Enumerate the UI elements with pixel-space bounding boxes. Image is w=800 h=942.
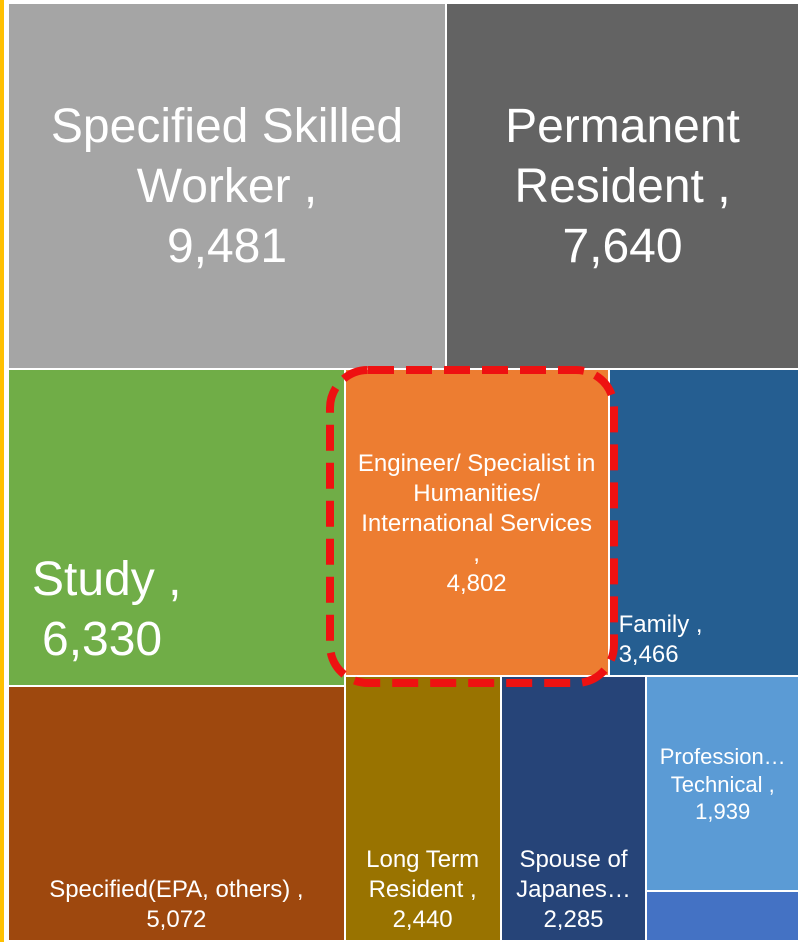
value-label: 7,640: [562, 219, 683, 273]
category-name: Study ,: [32, 553, 182, 607]
value-label: 2,285: [543, 905, 604, 933]
tile: [608, 368, 799, 677]
tile: [8, 3, 447, 369]
tile-label: Specified(EPA, others) , 5,072: [8, 686, 345, 941]
category-name: Engineer/ Specialist in Humanities/ Inte…: [357, 449, 596, 567]
value-label: 3,466: [618, 641, 679, 669]
tile: [8, 686, 345, 941]
tile-label: Spouse of Japanes… 2,285: [501, 676, 647, 941]
value-label: 6,330: [42, 613, 163, 667]
value-label: 2,440: [392, 905, 453, 933]
tile-label: Engineer/ Specialist in Humanities/ Inte…: [345, 369, 609, 677]
tile-label: Family , 3,466: [609, 369, 799, 677]
edge-stripe: [0, 0, 4, 942]
category-name: Profession… Technical ,: [659, 744, 786, 797]
tile: [344, 676, 501, 941]
tile: [500, 676, 647, 941]
tile: [446, 3, 799, 369]
category-name: Specified(EPA, others) ,: [49, 875, 304, 903]
tile-label: Study , 6,330: [8, 369, 345, 687]
category-name: Permanent Resident ,: [505, 99, 740, 213]
tile-label: Specified Skilled Worker , 9,481: [8, 3, 446, 369]
value-label: 5,072: [146, 905, 207, 933]
category-name: Long Term Resident ,: [366, 845, 480, 903]
tile: [8, 368, 345, 687]
category-name: Family ,: [618, 611, 703, 639]
value-label: 4,802: [446, 569, 507, 597]
value-label: 9,481: [166, 219, 288, 273]
category-name: Spouse of Japanes…: [516, 845, 631, 903]
category-name: Specified Skilled Worker ,: [50, 99, 404, 213]
tile-label: Profession… Technical , 1,939: [646, 676, 799, 891]
value-label: 1,939: [695, 799, 751, 825]
tile: [646, 891, 799, 941]
tile-label: Permanent Resident , 7,640: [446, 3, 799, 369]
tile-label: Long Term Resident , 2,440: [345, 676, 501, 941]
tile: [646, 676, 799, 892]
